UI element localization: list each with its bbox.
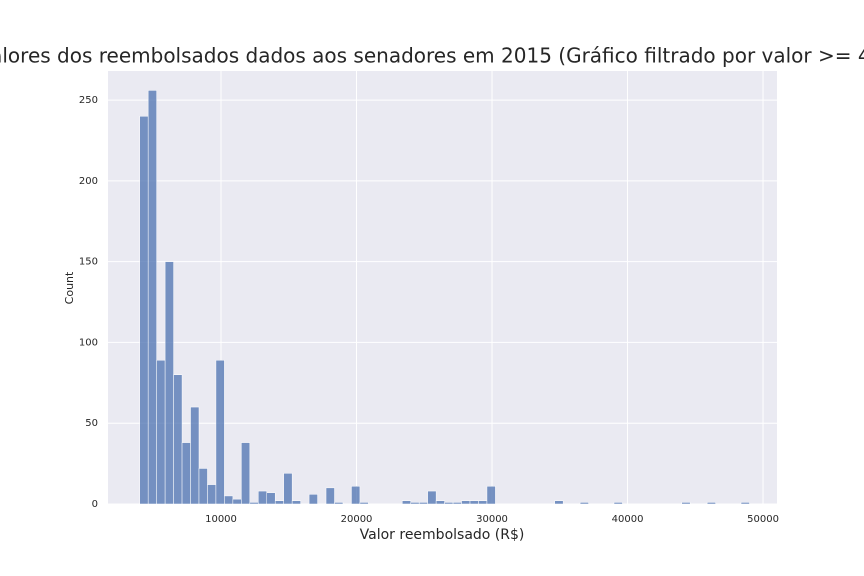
bar <box>147 90 157 505</box>
bar <box>156 359 166 505</box>
x-tick-label: 10000 <box>205 514 237 525</box>
y-axis-label: Count <box>63 271 76 304</box>
bar <box>402 500 411 505</box>
bar <box>266 492 276 505</box>
bar <box>740 502 750 505</box>
bar <box>418 502 428 505</box>
bar <box>139 115 149 505</box>
bar <box>241 442 251 505</box>
y-tick-label: 50 <box>85 418 98 429</box>
bar <box>164 261 174 505</box>
bar <box>681 502 691 505</box>
bar <box>207 484 217 505</box>
y-tick-label: 250 <box>79 95 98 106</box>
chart-title: dos valores dos reembolsados dados aos s… <box>0 44 864 68</box>
bar <box>249 502 259 505</box>
bar <box>232 498 242 505</box>
bar <box>198 468 208 505</box>
bar <box>444 502 454 505</box>
bar <box>469 500 479 505</box>
x-axis-label: Valor reembolsado (R$) <box>360 527 525 543</box>
x-tick-label: 20000 <box>341 514 373 525</box>
bar <box>435 500 445 505</box>
bar <box>224 495 234 505</box>
y-tick-label: 150 <box>79 257 98 268</box>
y-tick-label: 0 <box>92 499 98 510</box>
x-tick-label: 30000 <box>476 514 508 525</box>
bar <box>359 502 369 505</box>
plot-area <box>108 71 777 504</box>
bar <box>334 502 344 505</box>
bar <box>215 359 225 505</box>
bar <box>478 500 488 505</box>
bar <box>486 485 496 505</box>
bar <box>554 500 564 505</box>
bar <box>274 500 284 505</box>
bar <box>351 485 361 505</box>
x-tick-label: 50000 <box>747 514 779 525</box>
bar <box>427 490 437 505</box>
bar <box>308 494 318 505</box>
bar <box>579 502 589 505</box>
bar <box>410 502 420 505</box>
bar <box>291 500 301 505</box>
bar <box>613 502 623 505</box>
bar <box>181 442 191 505</box>
bar <box>452 502 462 505</box>
y-tick-label: 100 <box>79 337 98 348</box>
bars <box>139 90 750 505</box>
bar <box>283 473 293 505</box>
bar <box>461 500 471 505</box>
x-tick-label: 40000 <box>612 514 644 525</box>
bar <box>190 406 200 505</box>
bar <box>706 502 716 505</box>
bar <box>325 487 335 505</box>
y-tick-label: 200 <box>79 176 98 187</box>
bar <box>173 374 183 505</box>
bar <box>258 490 267 505</box>
